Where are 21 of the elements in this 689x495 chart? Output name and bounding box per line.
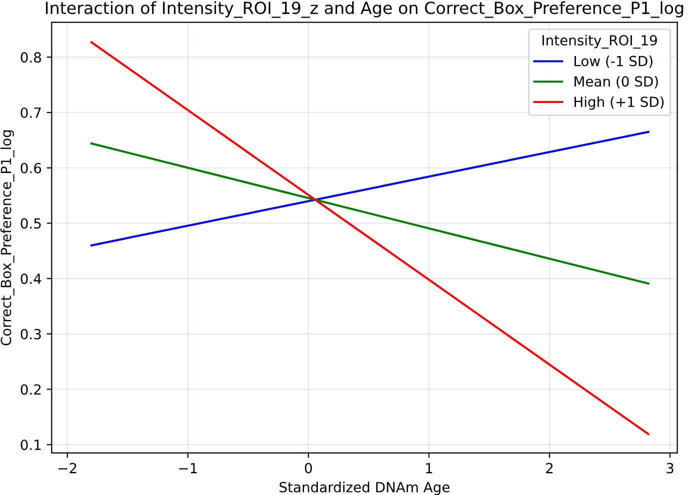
legend-label: High (+1 SD): [574, 96, 664, 110]
x-axis-title: Standardized DNAm Age: [280, 482, 450, 495]
x-tick-label: 0: [304, 462, 312, 474]
y-axis-title: Correct_Box_Preference_P1_log: [0, 130, 14, 346]
y-tick-label: 0.7: [20, 107, 41, 118]
x-tick-label: 3: [666, 462, 674, 474]
y-tick-label: 0.5: [20, 218, 41, 229]
y-tick-label: 0.4: [20, 274, 42, 284]
x-tick-label: −1: [179, 463, 197, 474]
legend-title: Intensity_ROI_19: [542, 34, 657, 49]
y-tick-label: 0.2: [20, 384, 41, 395]
y-tick-label: 0.3: [20, 328, 41, 340]
y-tick-label: 0.6: [20, 162, 42, 174]
y-tick-label: 0.8: [20, 52, 42, 63]
y-tick-label: 0.1: [20, 440, 41, 450]
x-tick-label: −2: [58, 462, 76, 474]
legend-label: Low (-1 SD): [574, 56, 652, 68]
legend-label: Mean (0 SD): [574, 76, 658, 88]
chart-title: Interaction of Intensity_ROI_19_z and Age on Correct_Box_Preference_P1_log: [46, 1, 684, 18]
x-tick-label: 1: [426, 463, 432, 474]
x-tick-label: 2: [546, 462, 553, 474]
